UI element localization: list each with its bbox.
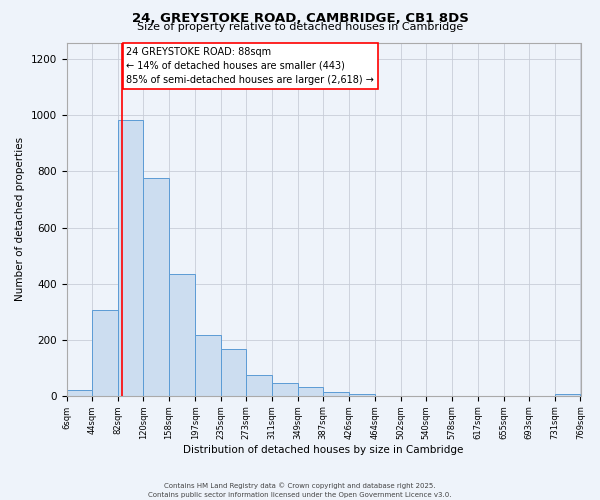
Bar [118,120,143,396]
Bar [195,336,221,396]
Text: 24 GREYSTOKE ROAD: 88sqm
← 14% of detached houses are smaller (443)
85% of semi-: 24 GREYSTOKE ROAD: 88sqm ← 14% of detach… [127,46,374,84]
Y-axis label: Number of detached properties: Number of detached properties [15,137,25,301]
Text: Contains public sector information licensed under the Open Government Licence v3: Contains public sector information licen… [148,492,452,498]
Bar [92,310,118,396]
Bar [143,178,169,396]
Bar [67,390,92,396]
X-axis label: Distribution of detached houses by size in Cambridge: Distribution of detached houses by size … [184,445,464,455]
Text: Contains HM Land Registry data © Crown copyright and database right 2025.: Contains HM Land Registry data © Crown c… [164,482,436,489]
Text: Size of property relative to detached houses in Cambridge: Size of property relative to detached ho… [137,22,463,32]
Bar [349,394,375,396]
Bar [555,394,580,396]
Text: 24, GREYSTOKE ROAD, CAMBRIDGE, CB1 8DS: 24, GREYSTOKE ROAD, CAMBRIDGE, CB1 8DS [131,12,469,26]
Bar [298,388,323,396]
Bar [247,374,272,396]
Bar [221,350,247,396]
Bar [272,383,298,396]
Bar [323,392,349,396]
Bar [169,274,195,396]
